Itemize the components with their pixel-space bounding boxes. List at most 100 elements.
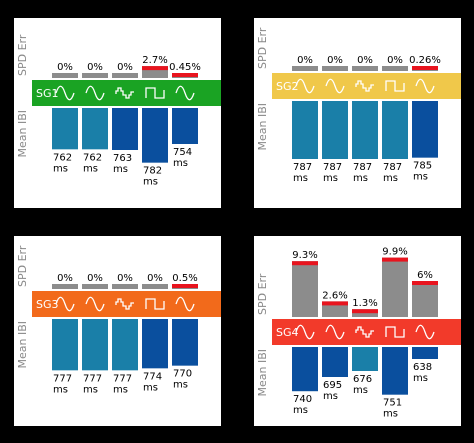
sine-wave-icon [325, 324, 345, 340]
mean-ibi-bar [322, 101, 348, 159]
spd-err-bar-cap [412, 66, 438, 70]
spd-err-bar [292, 261, 318, 317]
mean-ibi-unit: ms [143, 177, 158, 188]
mean-ibi-value: 762 [83, 152, 102, 163]
mean-ibi-unit: ms [83, 384, 98, 395]
spd-err-label: 0% [387, 55, 403, 66]
mean-ibi-value: 785 [413, 161, 432, 172]
mean-ibi-bar [412, 347, 438, 359]
band-label: SG4 [276, 326, 299, 339]
sine-wave-icon [175, 85, 195, 101]
spd-err-label: 0.45% [169, 62, 201, 73]
ylabel-mean-ibi: Mean IBI [256, 349, 269, 397]
mean-ibi-value: 754 [173, 147, 192, 158]
mean-ibi-bar [52, 108, 78, 150]
mean-ibi-unit: ms [113, 384, 128, 395]
sine-wave-icon [85, 296, 105, 312]
sine-wave-icon [55, 296, 75, 312]
spd-err-bar [142, 284, 168, 289]
mean-ibi-value: 787 [293, 162, 312, 173]
spd-err-bar [52, 284, 78, 289]
sine-wave-icon [415, 78, 435, 94]
ylabel-mean-ibi: Mean IBI [256, 103, 269, 151]
spd-err-label: 0% [117, 62, 133, 73]
spd-err-bar [142, 66, 168, 78]
spd-err-label: 0% [57, 62, 73, 73]
mean-ibi-bar [172, 319, 198, 366]
mean-ibi-bar [82, 108, 108, 150]
band-label: SG1 [36, 87, 59, 100]
spd-err-label: 2.6% [322, 290, 347, 301]
spd-err-bar [322, 66, 348, 71]
mean-ibi-value: 763 [113, 153, 132, 164]
spd-err-label: 0% [117, 273, 133, 284]
square-wave-icon [385, 80, 405, 92]
ylabel-spd-err: SPD Err [256, 27, 269, 69]
ylabel-spd-err: SPD Err [16, 34, 29, 76]
spd-err-label: 9.9% [382, 247, 407, 258]
spd-err-bar-cap [292, 261, 318, 266]
band-label: SG2 [276, 80, 299, 93]
spd-err-bar [82, 284, 108, 289]
spd-err-bar [352, 66, 378, 71]
mean-ibi-unit: ms [293, 405, 308, 416]
mean-ibi-value: 770 [173, 369, 192, 380]
sine-wave-icon [55, 85, 75, 101]
mean-ibi-bar [382, 347, 408, 395]
spd-err-bar [82, 73, 108, 78]
sg-band [272, 319, 461, 345]
mean-ibi-bar [322, 347, 348, 377]
mean-ibi-unit: ms [53, 163, 68, 174]
mean-ibi-unit: ms [323, 391, 338, 402]
panel-sg3: SPD Err Mean IBI SG3 0% 777 ms 0% 777 ms 0% 777 ms 0… [14, 236, 221, 426]
ylabel-mean-ibi: Mean IBI [16, 110, 29, 158]
mean-ibi-value: 777 [53, 373, 72, 384]
mean-ibi-value: 638 [413, 362, 432, 373]
mean-ibi-value: 774 [143, 371, 162, 382]
spd-err-label: 6% [417, 270, 433, 281]
mean-ibi-bar [292, 101, 318, 159]
spd-err-label: 9.3% [292, 250, 317, 261]
mean-ibi-bar [412, 101, 438, 158]
spd-err-label: 2.7% [142, 55, 167, 66]
spd-err-label: 1.3% [352, 298, 377, 309]
spd-err-bar [52, 73, 78, 78]
mean-ibi-unit: ms [143, 382, 158, 393]
spd-err-label: 0% [327, 55, 343, 66]
square-wave-icon [145, 298, 165, 310]
spd-err-bar-cap [142, 66, 168, 71]
sine-wave-icon [175, 296, 195, 312]
mean-ibi-unit: ms [173, 380, 188, 391]
square-wave-icon [385, 326, 405, 338]
panel-sg4: SPD Err Mean IBI SG4 9.3% 740 ms 2.6% 695 ms 1.3%… [254, 236, 461, 426]
mean-ibi-bar [352, 347, 378, 371]
spd-err-bar-cap [412, 281, 438, 285]
mean-ibi-value: 695 [323, 380, 342, 391]
mean-ibi-unit: ms [83, 163, 98, 174]
spd-err-bar [292, 66, 318, 71]
panel-sg1: SPD Err Mean IBI SG1 0% 762 ms 0% 762 ms 0% 763 ms 2… [14, 18, 221, 208]
sine-wave-icon [295, 78, 315, 94]
mean-ibi-value: 740 [293, 394, 312, 405]
spd-err-bar [112, 284, 138, 289]
sg-band [32, 291, 221, 317]
stepped-sine-wave-icon [355, 326, 374, 338]
ylabel-spd-err: SPD Err [16, 245, 29, 287]
mean-ibi-value: 777 [113, 373, 132, 384]
spd-err-bar [112, 73, 138, 78]
mean-ibi-unit: ms [353, 385, 368, 396]
mean-ibi-unit: ms [383, 173, 398, 184]
spd-err-bar-cap [382, 257, 408, 262]
mean-ibi-bar [112, 319, 138, 371]
spd-err-label: 0.26% [409, 55, 441, 66]
sg-band [32, 80, 221, 106]
spd-err-label: 0% [87, 62, 103, 73]
stepped-sine-wave-icon [115, 298, 134, 310]
stepped-sine-wave-icon [115, 87, 134, 99]
mean-ibi-bar [112, 108, 138, 150]
